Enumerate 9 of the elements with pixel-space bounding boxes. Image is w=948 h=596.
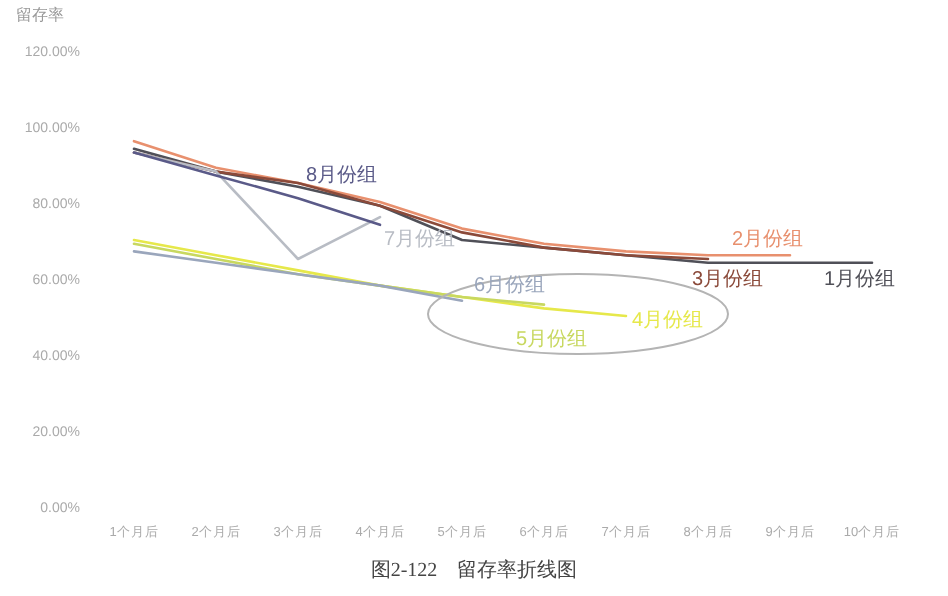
series-label: 7月份组 <box>384 227 456 252</box>
text: 图2-122 留存率折线图 <box>370 558 578 582</box>
series-label: 8月份组 <box>306 162 378 187</box>
series-label: 5月份组 <box>516 326 588 351</box>
series-label: 2月份组 <box>732 227 804 252</box>
series-label: 3月份组 <box>692 267 764 291</box>
y-axis-title: 留存率 <box>16 6 64 24</box>
series-label: 1月份组 <box>824 266 896 291</box>
series-label: 4月份组 <box>632 308 704 332</box>
